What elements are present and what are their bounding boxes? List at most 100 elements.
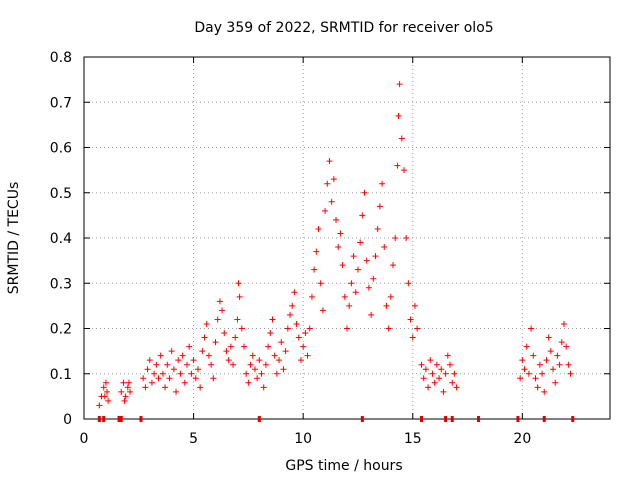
- data-point: [407, 316, 414, 323]
- data-point: [418, 361, 425, 368]
- data-point: [333, 216, 340, 223]
- gap-marker: [360, 416, 364, 422]
- data-point: [295, 334, 302, 341]
- data-point: [276, 357, 283, 364]
- data-point: [104, 388, 111, 395]
- data-point: [142, 384, 149, 391]
- data-point: [565, 361, 572, 368]
- x-tick-label: 0: [80, 431, 89, 447]
- data-point: [436, 375, 443, 382]
- data-point: [348, 280, 355, 287]
- data-point: [162, 384, 169, 391]
- data-point: [258, 370, 265, 377]
- axis-ticks: 0 0.1 0.2 0.3 0.4 0.5 0.6 0.7 0.8 0 5 10 15 20: [50, 50, 610, 447]
- data-point: [433, 361, 440, 368]
- data-point: [273, 370, 280, 377]
- data-point: [118, 388, 125, 395]
- data-point: [453, 384, 460, 391]
- gap-marker: [119, 416, 123, 422]
- data-point: [429, 370, 436, 377]
- data-point: [205, 352, 212, 359]
- data-point: [519, 357, 526, 364]
- data-point: [341, 293, 348, 300]
- data-point: [517, 375, 524, 382]
- data-point: [381, 244, 388, 251]
- data-point: [337, 230, 344, 237]
- data-point: [208, 361, 215, 368]
- y-tick-label: 0.4: [50, 231, 72, 247]
- data-point: [168, 348, 175, 355]
- data-point: [390, 262, 397, 269]
- data-point: [440, 388, 447, 395]
- data-point: [523, 343, 530, 350]
- data-point: [197, 384, 204, 391]
- data-point: [203, 320, 210, 327]
- data-point: [532, 375, 539, 382]
- data-point: [247, 361, 254, 368]
- data-point: [157, 352, 164, 359]
- data-point: [179, 352, 186, 359]
- data-point: [194, 366, 201, 373]
- y-tick-label: 0.2: [50, 322, 72, 338]
- y-axis-title: SRMTID / TECUs: [6, 182, 22, 295]
- data-point: [269, 316, 276, 323]
- data-point: [210, 375, 217, 382]
- data-point: [254, 375, 261, 382]
- data-point: [121, 397, 128, 404]
- data-point: [159, 370, 166, 377]
- gap-marker: [542, 416, 546, 422]
- data-point: [144, 366, 151, 373]
- gap-marker: [102, 416, 106, 422]
- data-point: [315, 225, 322, 232]
- data-point: [308, 293, 315, 300]
- data-point: [383, 302, 390, 309]
- data-point: [221, 330, 228, 337]
- data-point: [447, 361, 454, 368]
- data-point: [528, 325, 535, 332]
- data-point: [148, 379, 155, 386]
- data-point: [267, 330, 274, 337]
- x-tick-label: 15: [404, 431, 422, 447]
- data-point: [414, 325, 421, 332]
- data-point: [409, 334, 416, 341]
- data-point: [127, 388, 134, 395]
- data-point: [442, 370, 449, 377]
- data-point: [125, 379, 132, 386]
- data-point: [151, 370, 158, 377]
- data-point: [235, 280, 242, 287]
- data-point: [249, 352, 256, 359]
- data-point: [175, 357, 182, 364]
- gap-markers: [97, 416, 575, 422]
- data-point: [405, 280, 412, 287]
- y-tick-label: 0.1: [50, 367, 72, 383]
- gap-marker: [257, 416, 261, 422]
- data-point: [451, 370, 458, 377]
- data-point: [547, 348, 554, 355]
- y-tick-label: 0.3: [50, 276, 72, 292]
- data-point: [238, 325, 245, 332]
- data-point: [552, 379, 559, 386]
- x-tick-label: 5: [189, 431, 198, 447]
- data-point: [554, 352, 561, 359]
- y-tick-label: 0.6: [50, 141, 72, 157]
- data-point: [322, 207, 329, 214]
- data-point: [339, 262, 346, 269]
- data-point: [166, 375, 173, 382]
- data-point: [394, 162, 401, 169]
- data-point: [289, 302, 296, 309]
- data-point: [567, 370, 574, 377]
- data-point: [550, 366, 557, 373]
- data-point: [190, 357, 197, 364]
- gap-marker: [450, 416, 454, 422]
- x-axis-title: GPS time / hours: [285, 458, 402, 474]
- data-point: [192, 375, 199, 382]
- data-point: [164, 361, 171, 368]
- data-point: [243, 370, 250, 377]
- data-point: [352, 289, 359, 296]
- data-points: [96, 81, 574, 409]
- data-point: [427, 357, 434, 364]
- data-point: [438, 366, 445, 373]
- plot-frame: [83, 56, 611, 420]
- data-point: [153, 361, 160, 368]
- data-point: [216, 298, 223, 305]
